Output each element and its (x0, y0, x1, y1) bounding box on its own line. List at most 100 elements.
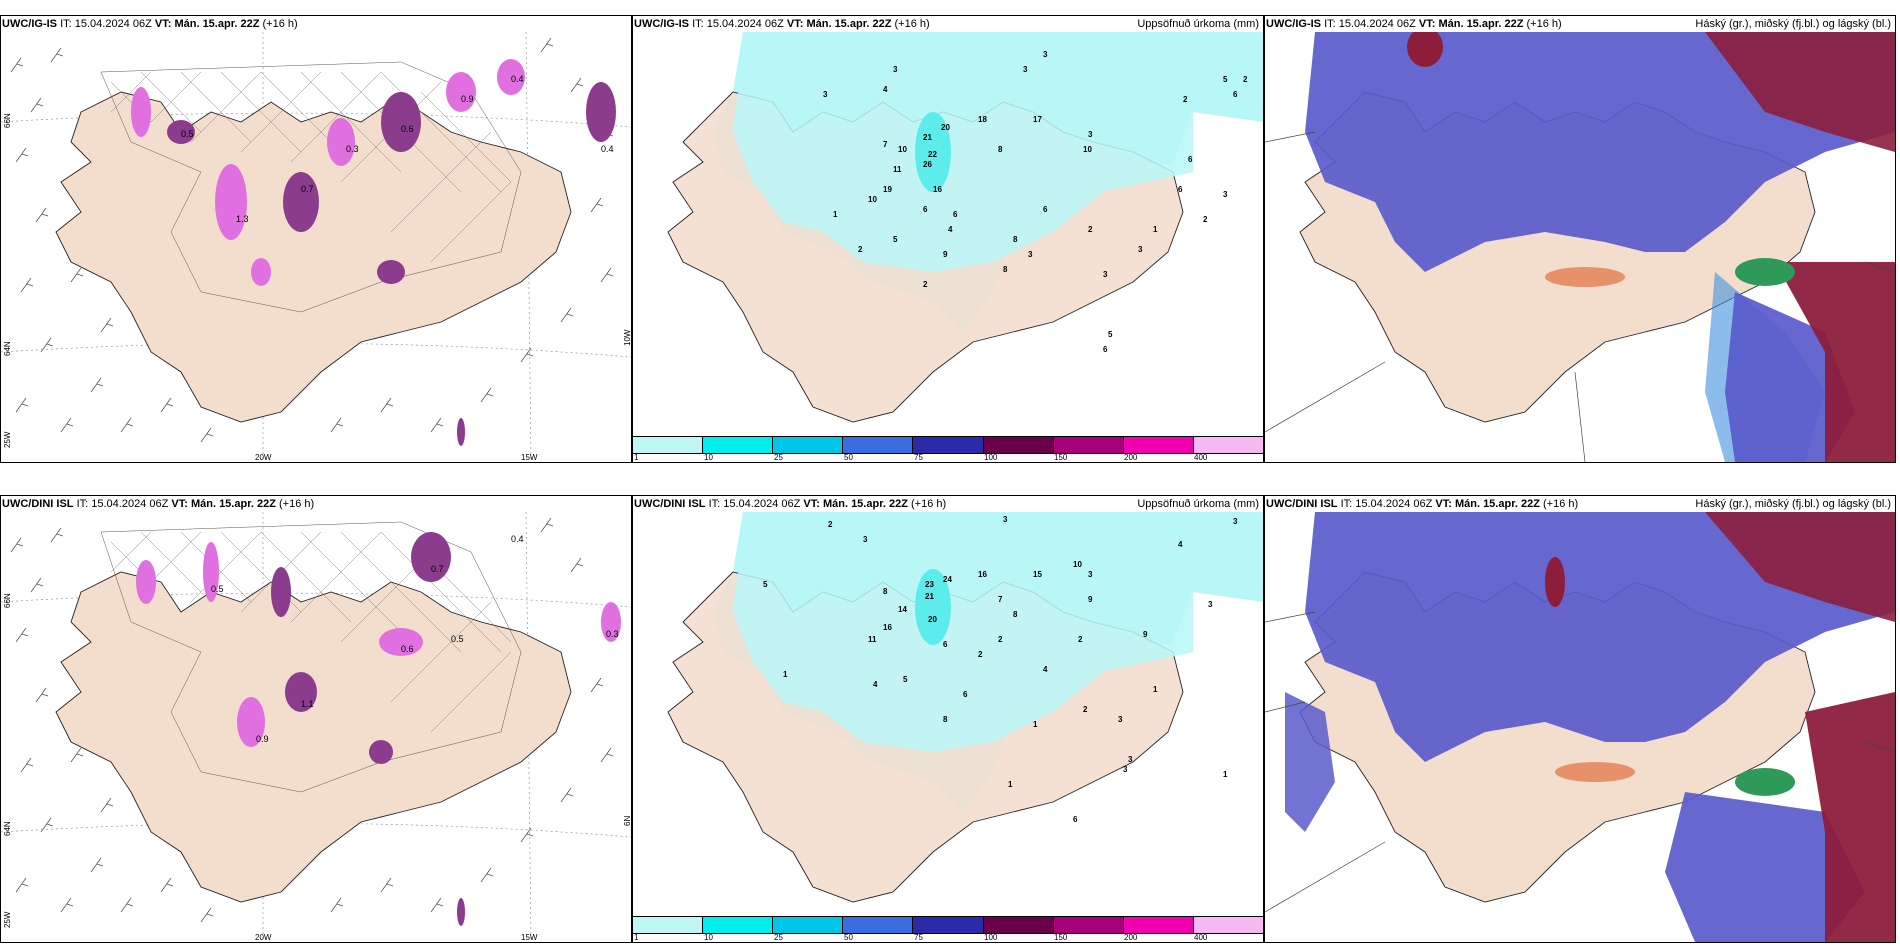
wind-snow-map: 0.4 0.7 1.1 0.5 0.3 0.6 0.9 0.5 (1, 512, 631, 942)
svg-text:16: 16 (933, 185, 942, 194)
precip-values: 2 3 4 3 3 5 8 14 23 24 21 20 16 16 15 11… (763, 515, 1238, 824)
svg-text:0.7: 0.7 (431, 564, 444, 574)
svg-text:3: 3 (1128, 755, 1133, 764)
colorbar-swatch (1123, 917, 1194, 933)
cloud-low-area-nw (1407, 32, 1443, 67)
colorbar-tick: 1 (634, 933, 639, 942)
colorbar-tick: 100 (984, 453, 998, 462)
cloud-low-area-ne (1705, 32, 1895, 152)
svg-text:3: 3 (1123, 765, 1128, 774)
svg-text:3: 3 (1088, 570, 1093, 579)
svg-text:26: 26 (923, 160, 932, 169)
panel-header: UWC/DINI ISL IT: 15.04.2024 06Z VT: Mán.… (633, 496, 1263, 512)
cloud-map (1265, 32, 1895, 462)
svg-text:1.1: 1.1 (301, 699, 314, 709)
svg-text:0.5: 0.5 (451, 634, 464, 644)
lat-label-bottom: 25W (3, 911, 12, 928)
svg-text:3: 3 (1003, 515, 1008, 524)
colorbar-tick: 50 (844, 453, 853, 462)
precip-values: 3 3 4 3 3 2 5 2 6 3 7 10 21 20 22 26 16 … (823, 50, 1248, 354)
svg-text:3: 3 (1233, 517, 1238, 526)
svg-text:3: 3 (863, 535, 868, 544)
svg-text:9: 9 (1088, 595, 1093, 604)
colorbar-swatch (913, 437, 984, 453)
cloud-orange-area (1545, 267, 1625, 287)
row2-precip-panel: UWC/DINI ISL IT: 15.04.2024 06Z VT: Mán.… (632, 495, 1264, 943)
svg-text:2: 2 (1078, 635, 1083, 644)
svg-text:14: 14 (898, 605, 907, 614)
lat-label-mid: 64N (3, 821, 12, 836)
svg-text:4: 4 (873, 680, 878, 689)
svg-text:5: 5 (1108, 330, 1113, 339)
svg-text:6: 6 (1233, 90, 1238, 99)
colorbar-swatch (633, 917, 704, 933)
svg-text:9: 9 (943, 250, 948, 259)
panel-header: UWC/IG-IS IT: 15.04.2024 06Z VT: Mán. 15… (633, 16, 1263, 32)
svg-text:2: 2 (923, 280, 928, 289)
svg-text:2: 2 (998, 635, 1003, 644)
precip-map: 3 3 4 3 3 2 5 2 6 3 7 10 21 20 22 26 16 … (667, 32, 1263, 423)
snow-labels: 0.4 0.6 1.3 0.7 0.4 0.3 0.5 0.9 (181, 74, 614, 224)
wind-snow-map: 0.4 0.6 1.3 0.7 0.4 0.3 0.5 0.9 (1, 32, 631, 462)
precip-mid-area (915, 112, 951, 192)
svg-text:20: 20 (941, 123, 950, 132)
cloud-low-area-nw (1545, 557, 1565, 607)
svg-text:9: 9 (1143, 630, 1148, 639)
svg-text:6: 6 (1188, 155, 1193, 164)
svg-text:22: 22 (928, 150, 937, 159)
svg-text:15: 15 (1033, 570, 1042, 579)
svg-text:2: 2 (1088, 225, 1093, 234)
boundary-lines (1265, 611, 1895, 913)
svg-text:3: 3 (1223, 190, 1228, 199)
row1-precip-panel: UWC/IG-IS IT: 15.04.2024 06Z VT: Mán. 15… (632, 15, 1264, 463)
svg-text:2: 2 (858, 245, 863, 254)
colorbar-swatch (1053, 917, 1124, 933)
svg-text:10: 10 (1083, 145, 1092, 154)
colorbar-swatch (843, 437, 914, 453)
colorbar-swatch (703, 917, 774, 933)
lat-label-right: 10W (623, 329, 632, 346)
svg-text:5: 5 (763, 580, 768, 589)
panel-title-right: Uppsöfnuð úrkoma (mm) (1137, 18, 1259, 30)
svg-text:19: 19 (883, 185, 892, 194)
colorbar-swatch (983, 917, 1054, 933)
snow-label: 0.4 (511, 74, 524, 84)
snow-blobs (131, 59, 616, 446)
svg-text:17: 17 (1033, 115, 1042, 124)
svg-text:6: 6 (1073, 815, 1078, 824)
svg-text:0.3: 0.3 (606, 629, 619, 639)
svg-text:3: 3 (1028, 250, 1033, 259)
svg-text:16: 16 (978, 570, 987, 579)
colorbar-tick: 200 (1124, 933, 1138, 942)
lat-label-right: 6N (623, 815, 632, 826)
panel-header: UWC/IG-IS IT: 15.04.2024 06Z VT: Mán. 15… (1265, 16, 1895, 32)
colorbar-tick: 75 (914, 933, 923, 942)
svg-text:20: 20 (928, 615, 937, 624)
svg-text:3: 3 (1103, 270, 1108, 279)
svg-text:1: 1 (1033, 720, 1038, 729)
svg-text:0.4: 0.4 (511, 534, 524, 544)
svg-text:10: 10 (868, 195, 877, 204)
svg-text:1: 1 (1153, 225, 1158, 234)
colorbar-swatch (983, 437, 1054, 453)
wind-barbs (10, 37, 614, 443)
colorbar-tick: 25 (774, 933, 783, 942)
snow-label: 0.5 (181, 129, 194, 139)
svg-text:3: 3 (1208, 600, 1213, 609)
iceland-landmass (55, 571, 572, 903)
lon-label-left: 20W (255, 453, 272, 462)
svg-text:6: 6 (1043, 205, 1048, 214)
svg-text:18: 18 (978, 115, 987, 124)
svg-text:2: 2 (1243, 75, 1248, 84)
svg-text:1: 1 (783, 670, 788, 679)
colorbar-swatch (1053, 437, 1124, 453)
precip-map: 2 3 4 3 3 5 8 14 23 24 21 20 16 16 15 11… (667, 512, 1263, 903)
svg-text:2: 2 (978, 650, 983, 659)
snow-label: 0.3 (346, 144, 359, 154)
svg-text:3: 3 (823, 90, 828, 99)
svg-text:7: 7 (883, 140, 888, 149)
svg-text:16: 16 (883, 623, 892, 632)
svg-text:8: 8 (1013, 610, 1018, 619)
svg-text:0.6: 0.6 (401, 644, 414, 654)
panel-header: UWC/DINI ISL IT: 15.04.2024 06Z VT: Mán.… (1, 496, 631, 512)
